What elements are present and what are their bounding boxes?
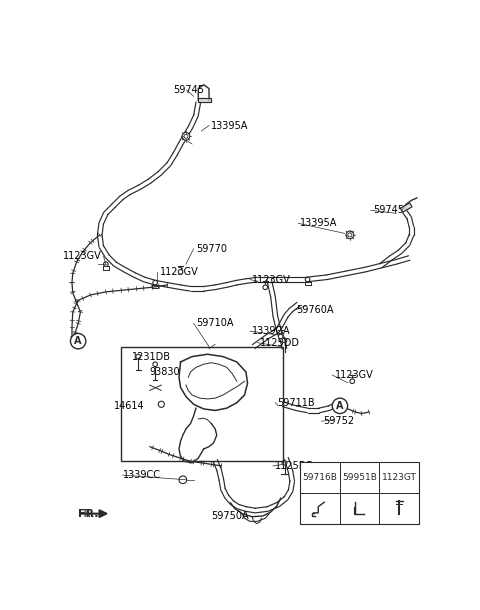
Bar	[300, 462, 419, 523]
Text: 59745: 59745	[373, 205, 404, 215]
Circle shape	[346, 231, 354, 239]
Text: FR.: FR.	[78, 509, 99, 518]
Text: 59750A: 59750A	[211, 511, 249, 521]
Circle shape	[71, 334, 86, 349]
Text: 1123GV: 1123GV	[335, 370, 373, 380]
Text: 59745: 59745	[173, 85, 204, 95]
Polygon shape	[400, 203, 412, 212]
Text: 1339GA: 1339GA	[252, 326, 291, 336]
Circle shape	[332, 398, 348, 414]
Text: 59760A: 59760A	[296, 306, 334, 315]
Text: 59951B: 59951B	[342, 473, 377, 482]
Text: 13395A: 13395A	[211, 121, 249, 131]
Text: 59710A: 59710A	[196, 318, 233, 328]
Text: A: A	[74, 336, 82, 346]
Text: 93830: 93830	[150, 367, 180, 377]
Text: FR.: FR.	[78, 509, 93, 518]
Circle shape	[348, 233, 352, 237]
Text: 1125DB: 1125DB	[275, 461, 314, 471]
Circle shape	[350, 379, 355, 384]
Circle shape	[263, 285, 267, 290]
Polygon shape	[198, 98, 211, 102]
Text: 1123GV: 1123GV	[252, 274, 291, 284]
Text: A: A	[336, 401, 344, 411]
Text: 1123GV: 1123GV	[63, 251, 101, 262]
Text: 59716B: 59716B	[302, 473, 337, 482]
Circle shape	[278, 334, 283, 339]
Text: 1123GV: 1123GV	[160, 267, 199, 277]
Text: 59752: 59752	[323, 416, 354, 426]
Circle shape	[178, 270, 183, 274]
Text: 14614: 14614	[114, 401, 144, 411]
Text: 1125DD: 1125DD	[260, 338, 300, 348]
Circle shape	[184, 134, 188, 138]
Text: 59770: 59770	[196, 244, 227, 254]
Text: 59711B: 59711B	[277, 398, 314, 407]
Bar	[121, 346, 283, 461]
Text: 1123GT: 1123GT	[382, 473, 417, 482]
Text: 1231DB: 1231DB	[132, 351, 171, 362]
Circle shape	[182, 132, 190, 140]
Text: 13395A: 13395A	[300, 218, 337, 228]
Text: 1339CC: 1339CC	[123, 470, 161, 480]
